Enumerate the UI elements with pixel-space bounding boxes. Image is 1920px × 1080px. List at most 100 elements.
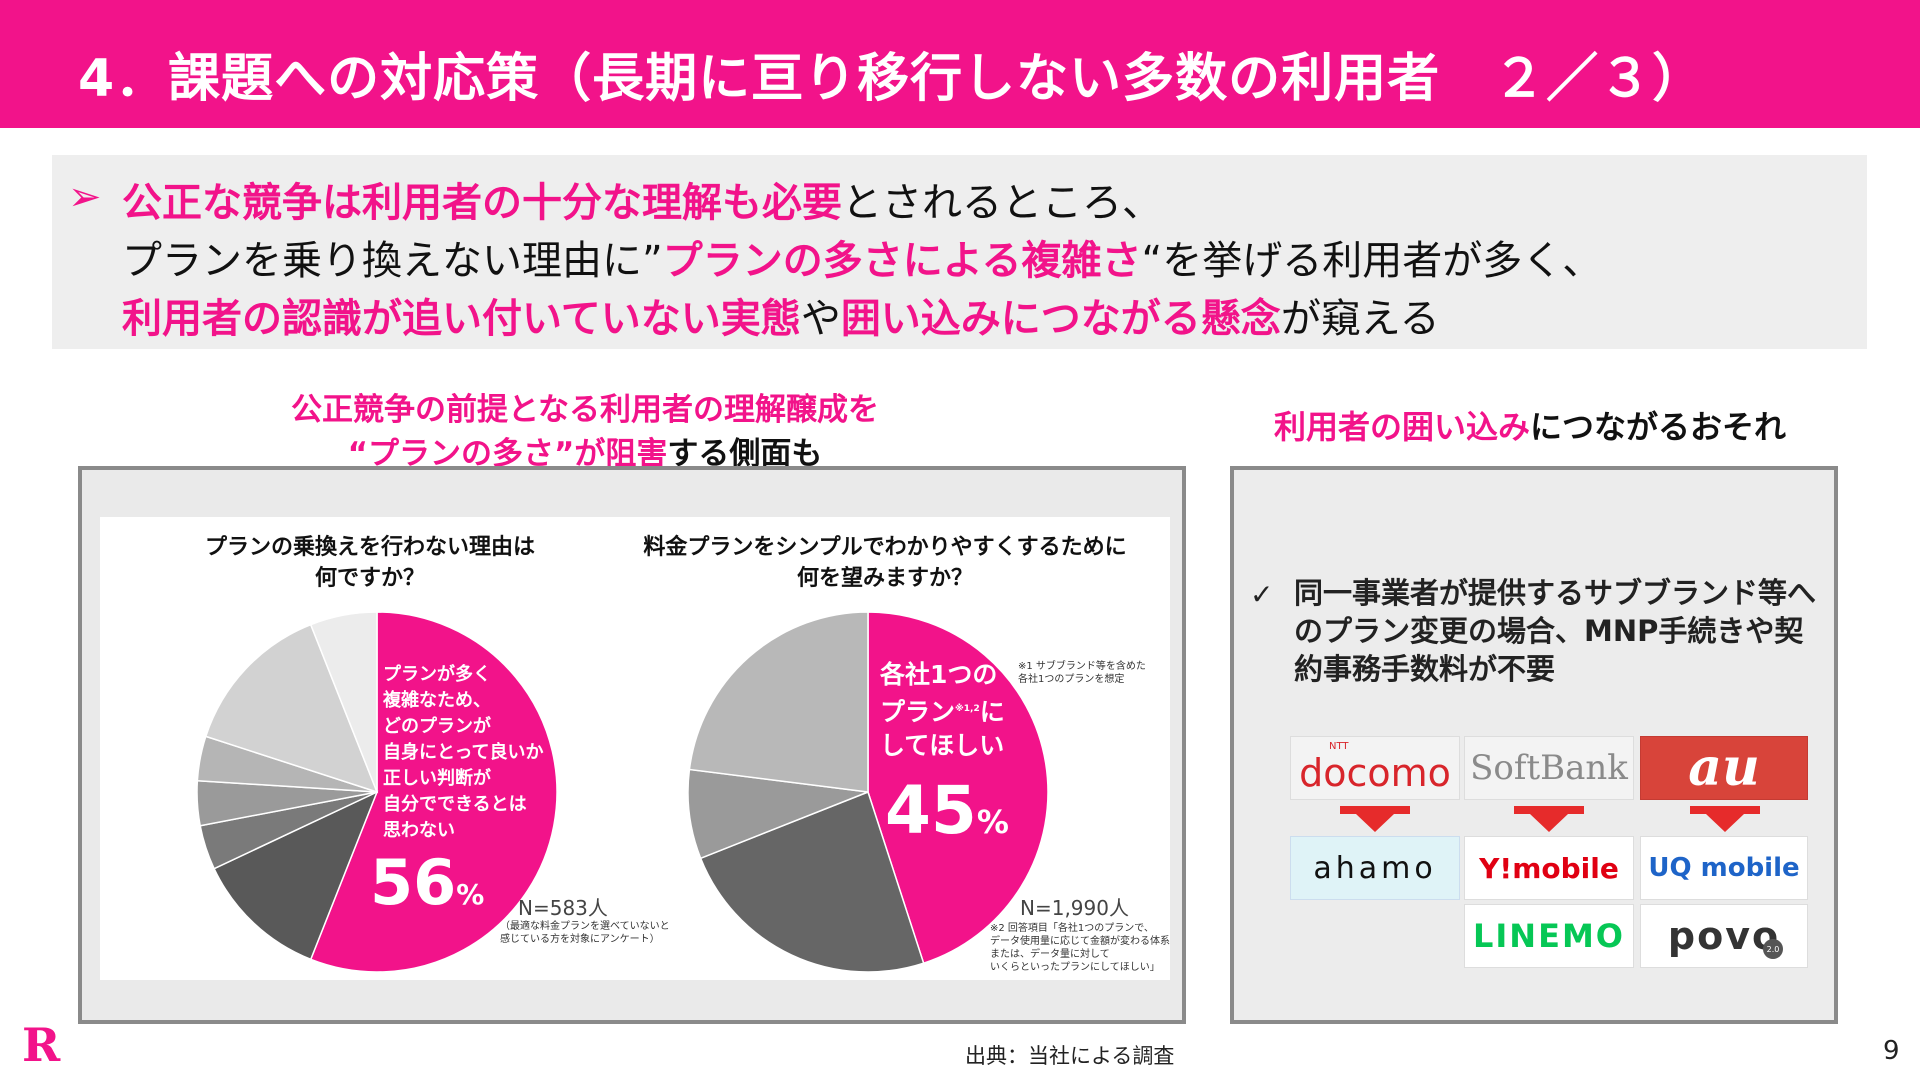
pie-chart-1 — [196, 611, 558, 973]
au-logo: au — [1640, 736, 1808, 800]
linemo-logo: LINEMO — [1464, 904, 1634, 968]
chart2-percent: 45% — [885, 772, 1009, 849]
chart2-sample-size: N=1,990人 — [1020, 896, 1129, 920]
chart2-note-1: ※1 サブブランド等を含めた 各社1つのプランを想定 — [1018, 660, 1146, 686]
header-bar — [0, 0, 1920, 128]
chart2-note-line: または、データ量に対して — [990, 949, 1110, 960]
au-logo-text: au — [1688, 737, 1760, 798]
chart1-highlight-line: どのプランが — [383, 716, 491, 737]
pie1-slice-5 — [204, 623, 379, 794]
summary-highlight: 囲い込みにつながる懸念 — [840, 296, 1281, 342]
chart2-highlight-text: に — [979, 697, 1005, 727]
summary-box — [52, 155, 1867, 349]
uqmobile-logo-text: UQ mobile — [1648, 853, 1800, 883]
source-note: 出典：当社による調査 — [965, 1044, 1175, 1068]
page-title: 4．課題への対応策（長期に亘り移行しない多数の利用者 ２／３） — [78, 49, 1706, 109]
chart1-highlight-line: 複雑なため、 — [383, 690, 491, 711]
down-arrows — [1340, 806, 1760, 832]
chart2-percent-number: 45 — [885, 772, 977, 849]
ahamo-logo-text: ahamo — [1313, 850, 1437, 886]
pie1-slice-1 — [213, 790, 379, 961]
arrow-bullet-icon: ➢ — [68, 174, 102, 220]
bullet-line: のプラン変更の場合、MNP手続きや契 — [1294, 614, 1804, 648]
chart1-highlight-line: 自身にとって良いか — [383, 742, 544, 763]
down-arrow-icon — [1514, 806, 1584, 832]
povo-logo: povo 2.0 — [1640, 904, 1808, 968]
chart2-highlight-line: プラン※1,2に — [880, 692, 1005, 729]
chart2-highlight-line: 各社1つの — [880, 660, 998, 689]
docomo-logo-text: docomo — [1299, 751, 1451, 795]
chart1-question-line-2: 何ですか？ — [314, 566, 425, 591]
chart1-note: （最適な料金プランを選べていないと 感じている方を対象にアンケート） — [500, 920, 670, 946]
pie1-slice-6 — [309, 611, 378, 793]
summary-text: や — [800, 296, 841, 342]
ymobile-logo: Y!mobile — [1464, 836, 1634, 900]
summary-text: とされるところ、 — [842, 180, 1162, 226]
bullet-line: 同一事業者が提供するサブブランド等へ — [1294, 576, 1817, 610]
chart1-percent: 56% — [370, 846, 484, 919]
povo-logo-text: povo — [1667, 914, 1781, 958]
chart2-highlight-line: してほしい — [880, 731, 1005, 761]
chart2-note-line: ※1 サブブランド等を含めた — [1018, 661, 1146, 672]
chart1-highlight-line: プランが多く — [383, 664, 491, 685]
pie2-slice-2 — [687, 768, 869, 860]
rakuten-logo: R — [22, 1018, 61, 1072]
docomo-logo: NTT docomo — [1290, 736, 1460, 800]
bullet-line: 約事務手数料が不要 — [1294, 652, 1556, 686]
pie-chart-2 — [687, 611, 1049, 973]
summary-highlight: 公正な競争は利用者の十分な理解も必要 — [122, 180, 842, 226]
summary-highlight: プランの多さによる複雑さ — [662, 238, 1142, 284]
docomo-logo-small: NTT — [1329, 741, 1349, 752]
left-caption-line-1: 公正競争の前提となる利用者の理解醸成を — [290, 392, 880, 428]
softbank-logo: SoftBank — [1464, 736, 1634, 800]
chart2-note-2: ※2 回答項目「各社1つのプランで、 データ使用量に応じて金額が変わる体系 また… — [990, 922, 1170, 974]
chart1-sample-size: N=583人 — [518, 896, 608, 920]
chart2-note-line: いくらといったプランにしてほしい」 — [990, 962, 1160, 973]
linemo-logo-text: LINEMO — [1473, 917, 1625, 955]
chart2-question: 料金プランをシンプルでわかりやすくするために 何を望みますか？ — [620, 532, 1150, 594]
softbank-logo-text: SoftBank — [1470, 748, 1628, 788]
ahamo-logo: ahamo — [1290, 836, 1460, 900]
chart1-note-line: 感じている方を対象にアンケート） — [500, 934, 660, 945]
chart1-question-line-1: プランの乗換えを行わない理由は — [204, 535, 535, 560]
chart2-note-line: 各社1つのプランを想定 — [1018, 674, 1125, 685]
chart2-question-line-2: 何を望みますか？ — [796, 566, 973, 591]
down-arrow-icon — [1690, 806, 1760, 832]
right-caption-highlight: 利用者の囲い込み — [1273, 408, 1530, 446]
brand-bullet-text: 同一事業者が提供するサブブランド等へ のプラン変更の場合、MNP手続きや契 約事… — [1294, 574, 1816, 688]
pie2-slice-3 — [688, 611, 869, 793]
chart1-percent-sign: % — [456, 878, 485, 911]
page-number: 9 — [1883, 1036, 1900, 1066]
summary-line-3: 利用者の認識が追い付いていない実態や囲い込みにつながる懸念が窺える — [122, 286, 1440, 344]
right-caption: 利用者の囲い込みにつながるおそれ — [1230, 402, 1830, 448]
chart1-highlight-label: プランが多く 複雑なため、 どのプランが 自身にとって良いか 正しい判断が 自分… — [383, 662, 544, 844]
chart1-question: プランの乗換えを行わない理由は 何ですか？ — [160, 532, 580, 594]
down-arrow-icon — [1340, 806, 1410, 832]
chart2-percent-sign: % — [976, 803, 1009, 841]
summary-highlight: 利用者の認識が追い付いていない実態 — [122, 296, 801, 342]
povo-badge: 2.0 — [1763, 939, 1783, 959]
pie2-slice-0 — [867, 611, 1049, 965]
summary-line-2: プランを乗り換えない理由に”プランの多さによる複雑さ“を挙げる利用者が多く、 — [122, 228, 1602, 286]
uqmobile-logo: UQ mobile — [1640, 836, 1808, 900]
pie1-slice-0 — [309, 611, 558, 973]
chart2-highlight-text: プラン — [880, 697, 956, 727]
chart1-highlight-line: 思わない — [383, 820, 455, 841]
chart1-highlight-line: 正しい判断が — [383, 768, 491, 789]
summary-text: “を挙げる利用者が多く、 — [1141, 238, 1603, 284]
pie-charts — [196, 611, 1049, 973]
chart2-note-line: ※2 回答項目「各社1つのプランで、 — [990, 923, 1154, 934]
summary-text: プランを乗り換えない理由に” — [122, 238, 663, 284]
ymobile-logo-text: Y!mobile — [1479, 851, 1619, 885]
summary-line-1: 公正な競争は利用者の十分な理解も必要とされるところ、 — [122, 170, 1162, 228]
chart1-highlight-line: 自分でできるとは — [383, 794, 527, 815]
summary-text: が窺える — [1280, 296, 1440, 342]
chart1-percent-number: 56 — [370, 846, 457, 919]
chart1-note-line: （最適な料金プランを選べていないと — [500, 921, 670, 932]
check-icon: ✓ — [1250, 578, 1274, 611]
chart2-highlight-label: 各社1つの プラン※1,2に してほしい — [880, 658, 1005, 763]
chart2-highlight-sup: ※1,2 — [955, 704, 980, 714]
chart2-note-line: データ使用量に応じて金額が変わる体系 — [990, 936, 1170, 947]
chart2-question-line-1: 料金プランをシンプルでわかりやすくするために — [643, 535, 1127, 560]
right-caption-text: につながるおそれ — [1530, 408, 1787, 446]
